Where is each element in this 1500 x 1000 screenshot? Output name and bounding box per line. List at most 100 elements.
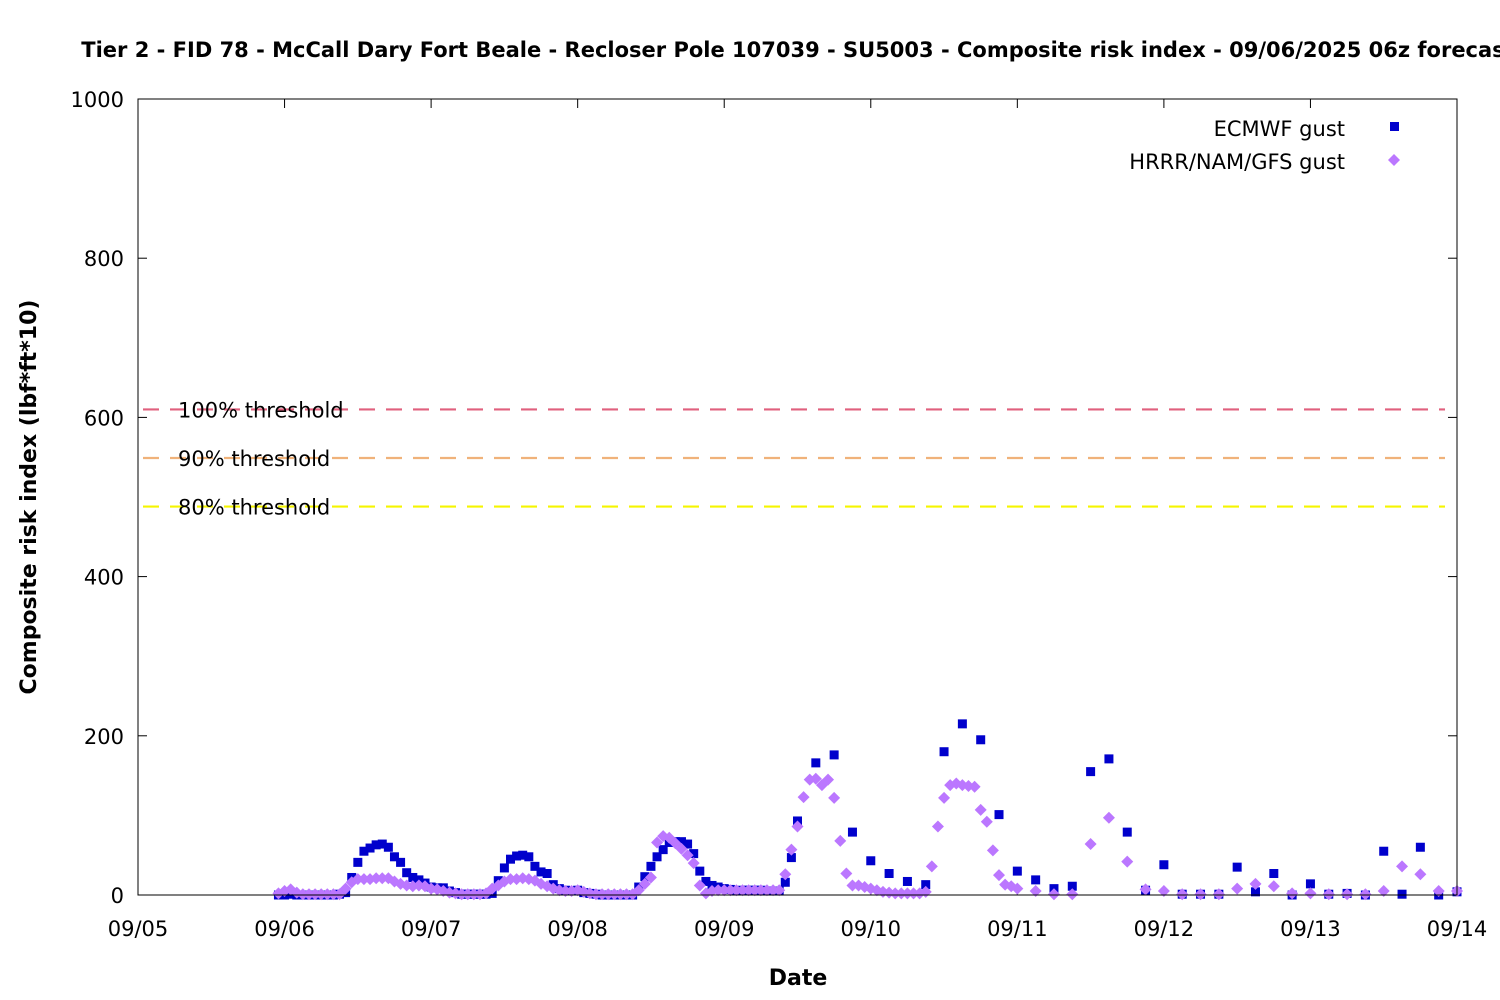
data-point-hrrr [748,884,761,897]
data-point-hrrr [687,857,700,870]
data-point-ecmwf [524,852,534,862]
plot-border [137,98,1458,896]
data-point-hrrr [791,820,804,833]
data-point-hrrr [1359,888,1372,901]
data-point-hrrr [1011,882,1024,895]
x-tick-label: 09/05 [108,917,169,941]
data-point-ecmwf [383,842,393,852]
data-point-ecmwf [1104,754,1114,764]
data-point-hrrr [1121,855,1134,868]
data-point-hrrr [718,884,731,897]
data-point-ecmwf [652,852,662,862]
data-point-hrrr [504,873,517,886]
data-point-ecmwf [866,856,876,866]
data-point-hrrr [724,884,737,897]
data-point-hrrr [742,884,755,897]
data-point-ecmwf [536,867,546,877]
y-tick-label: 200 [84,725,124,749]
data-point-hrrr [712,884,725,897]
legend-marker-ecmwf [1390,122,1399,131]
data-point-ecmwf [847,827,857,837]
data-point-hrrr [602,888,615,901]
data-point-hrrr [596,888,609,901]
data-point-ecmwf [902,876,912,886]
data-point-hrrr [809,772,822,785]
data-point-ecmwf [1012,866,1022,876]
data-point-ecmwf [1159,860,1169,870]
data-point-ecmwf [1122,827,1132,837]
data-point-hrrr [632,884,645,897]
data-point-ecmwf [689,849,699,859]
data-point-hrrr [889,887,902,900]
data-point-ecmwf [676,837,686,847]
x-tick-label: 09/14 [1427,917,1488,941]
data-point-hrrr [620,888,633,901]
legend-marker-hrrr [1388,154,1400,166]
data-point-hrrr [779,868,792,881]
data-point-ecmwf [389,852,399,862]
legend: ECMWF gust HRRR/NAM/GFS gust [1129,117,1400,174]
data-point-hrrr [730,884,743,897]
data-point-hrrr [376,872,389,885]
y-tick-label: 0 [111,884,124,908]
x-tick-label: 09/12 [1134,917,1195,941]
axis-ticks: 09/05 09/06 09/07 09/08 09/09 09/10 09/11 09/12… [71,88,1488,941]
data-point-hrrr [1139,883,1152,896]
data-point-hrrr [797,791,810,804]
data-point-hrrr [1231,882,1244,895]
data-point-hrrr [931,820,944,833]
data-point-hrrr [1267,880,1280,893]
x-tick-label: 09/11 [987,917,1048,941]
data-point-hrrr [1029,885,1042,898]
data-point-hrrr [1194,888,1207,901]
data-point-hrrr [822,773,835,786]
data-point-ecmwf [829,750,839,760]
data-point-ecmwf [921,880,931,890]
data-point-hrrr [638,877,651,890]
data-point-hrrr [834,834,847,847]
legend-label-hrrr: HRRR/NAM/GFS gust [1129,150,1345,174]
data-point-hrrr [608,888,621,901]
data-point-hrrr [840,867,853,880]
x-tick-label: 09/13 [1280,917,1341,941]
data-point-hrrr [1047,888,1060,901]
data-point-hrrr [760,884,773,897]
data-point-hrrr [1212,888,1225,901]
data-point-hrrr [467,888,480,901]
data-point-ecmwf [1415,842,1425,852]
data-point-hrrr [846,879,859,892]
data-point-hrrr [773,884,786,897]
data-point-ecmwf [530,861,540,871]
data-points [272,719,1463,901]
data-point-ecmwf [646,861,656,871]
data-point-hrrr [785,843,798,856]
data-point-hrrr [370,872,383,885]
data-point-ecmwf [1250,887,1260,897]
data-point-ecmwf [365,843,375,853]
data-point-ecmwf [780,877,790,887]
threshold-label: 80% threshold [178,496,330,520]
data-point-ecmwf [1305,879,1315,889]
data-point-hrrr [1249,877,1262,890]
data-point-hrrr [681,849,694,862]
data-point-ecmwf [1031,875,1041,885]
data-point-hrrr [675,842,688,855]
data-point-hrrr [828,791,841,804]
data-point-hrrr [455,888,468,901]
data-point-hrrr [309,888,322,901]
data-point-ecmwf [939,747,949,757]
data-point-ecmwf [371,840,381,850]
data-point-ecmwf [512,851,522,861]
data-point-hrrr [302,888,315,901]
data-point-ecmwf [396,857,406,867]
y-tick-label: 1000 [71,88,124,112]
x-tick-label: 09/09 [694,917,755,941]
data-point-ecmwf [695,866,705,876]
data-point-hrrr [1304,887,1317,900]
data-point-hrrr [1286,887,1299,900]
data-point-ecmwf [1067,881,1077,891]
data-point-ecmwf [1086,767,1096,777]
threshold-lines: 100% threshold 90% threshold 80% threshold [143,398,1445,520]
data-point-ecmwf [701,876,711,886]
